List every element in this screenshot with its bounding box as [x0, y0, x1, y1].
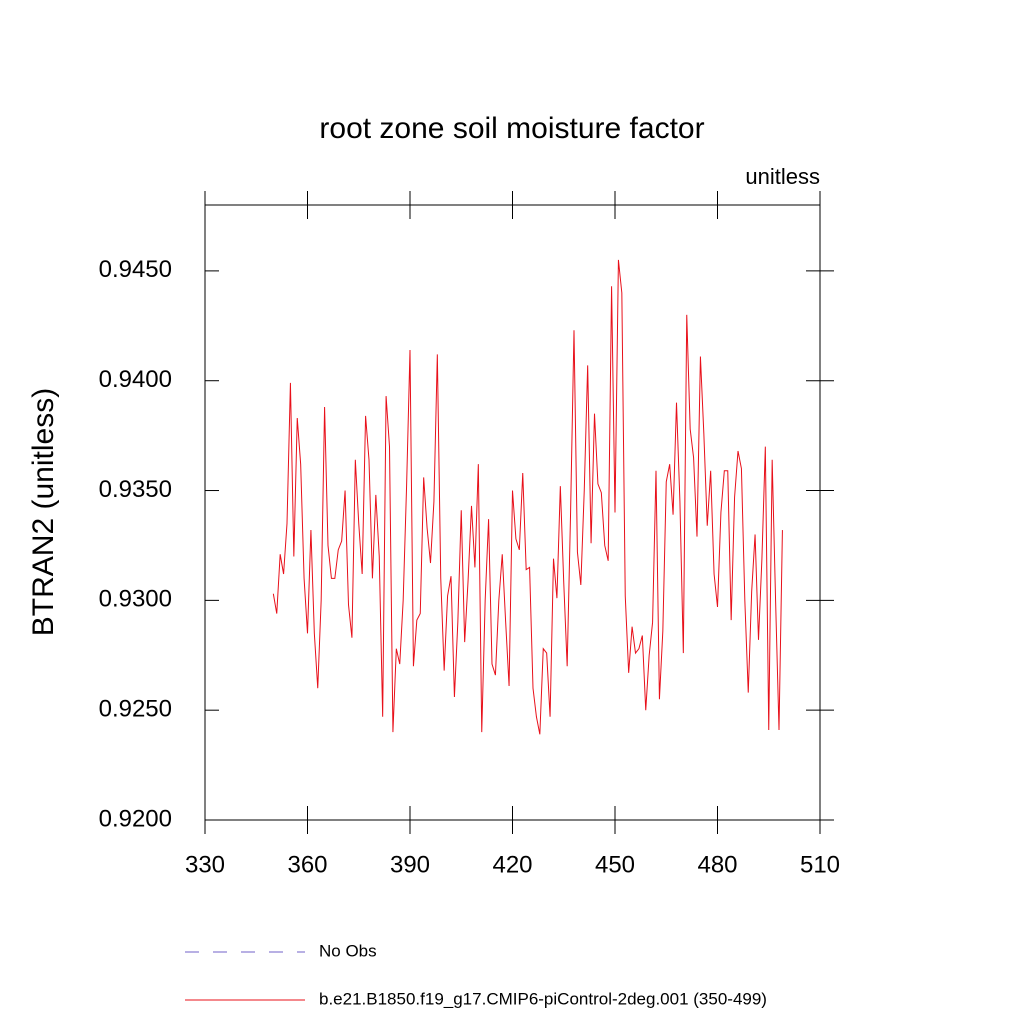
- x-tick-label: 420: [492, 851, 532, 878]
- x-tick-label: 480: [697, 851, 737, 878]
- x-tick-label: 390: [390, 851, 430, 878]
- data-line: [272, 259, 783, 735]
- y-tick-label: 0.9400: [99, 366, 172, 393]
- y-tick-label: 0.9300: [99, 586, 172, 613]
- y-tick-label: 0.9350: [99, 476, 172, 503]
- chart-title: root zone soil moisture factor: [319, 112, 704, 145]
- x-tick-label: 330: [185, 851, 225, 878]
- legend-label: b.e21.B1850.f19_g17.CMIP6-piControl-2deg…: [319, 989, 767, 1008]
- y-axis-label: BTRAN2 (unitless): [27, 388, 60, 636]
- x-tick-label: 450: [595, 851, 635, 878]
- x-tick-label: 360: [287, 851, 327, 878]
- subtitle: unitless: [745, 164, 820, 189]
- x-tick-label: 510: [800, 851, 840, 878]
- y-tick-label: 0.9200: [99, 805, 172, 832]
- y-tick-label: 0.9250: [99, 696, 172, 723]
- legend-label: No Obs: [319, 941, 377, 960]
- y-tick-label: 0.9450: [99, 256, 172, 283]
